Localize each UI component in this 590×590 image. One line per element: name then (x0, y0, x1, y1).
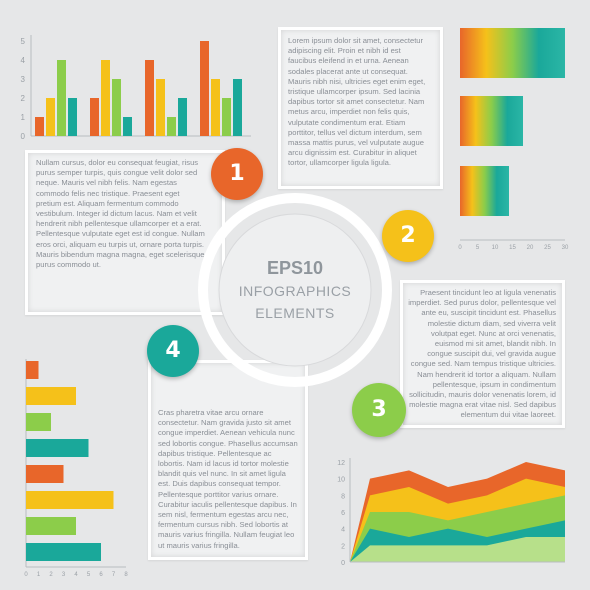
x-tick-label: 3 (62, 572, 66, 578)
y-tick-label: 4 (21, 56, 26, 65)
badge-2: 2 (382, 210, 434, 262)
bar (26, 413, 51, 431)
y-tick-label: 10 (337, 477, 345, 484)
x-tick-label: 15 (509, 245, 516, 250)
x-tick-label: 10 (492, 245, 499, 250)
x-tick-label: 30 (562, 245, 569, 250)
bar (35, 117, 44, 136)
center-subtitle-line2: ELEMENTS (255, 305, 335, 321)
bar (26, 543, 101, 561)
y-tick-label: 2 (341, 543, 345, 550)
y-tick-label: 5 (21, 37, 26, 46)
bar (112, 79, 121, 136)
y-tick-label: 12 (337, 460, 345, 467)
panel-block1 (25, 150, 225, 315)
y-tick-label: 3 (21, 75, 26, 84)
y-tick-label: 6 (341, 510, 345, 517)
badge-4: 4 (147, 325, 199, 377)
x-tick-label: 1 (37, 572, 41, 578)
center-subtitle-line1: INFOGRAPHICS (238, 283, 352, 299)
bar (123, 117, 132, 136)
text-block3: Praesent tincidunt leo at ligula venenat… (408, 288, 556, 420)
badge-1: 1 (211, 148, 263, 200)
x-tick-label: 7 (112, 572, 116, 578)
chart-area: 0 2 4 6 8 10 12 (337, 458, 565, 567)
badge-3: 3 (352, 383, 406, 437)
x-tick-label: 5 (87, 572, 91, 578)
x-tick-label: 20 (527, 245, 534, 250)
bar (26, 439, 89, 457)
text-block2: Lorem ipsum dolor sit amet, consectetur … (288, 36, 426, 168)
bar (156, 79, 165, 136)
x-tick-label: 6 (99, 572, 103, 578)
bar (200, 41, 209, 136)
chart-horizontal-bars: 0 1 2 3 4 5 6 7 8 (24, 359, 128, 578)
bar (68, 98, 77, 136)
bar (26, 491, 114, 509)
bar (233, 79, 242, 136)
chart-vertical-bars: 0 1 2 3 4 5 (21, 35, 251, 141)
x-tick-label: 25 (544, 245, 551, 250)
x-tick-label: 5 (476, 245, 480, 250)
panel-block4 (148, 360, 308, 560)
panel-block2 (278, 27, 443, 189)
x-tick-label: 0 (458, 245, 462, 250)
bar (222, 98, 231, 136)
text-block1: Nullam cursus, dolor eu consequat feugia… (36, 158, 205, 270)
bar (178, 98, 187, 136)
y-tick-label: 4 (341, 527, 345, 534)
x-tick-label: 0 (24, 572, 28, 578)
x-tick-label: 4 (74, 572, 78, 578)
bar (90, 98, 99, 136)
panel-block3 (400, 280, 565, 428)
bar (460, 28, 565, 78)
bar (460, 96, 523, 146)
bar (26, 387, 76, 405)
y-tick-label: 0 (341, 560, 345, 567)
y-tick-label: 2 (21, 94, 26, 103)
y-tick-label: 1 (21, 113, 26, 122)
bar (145, 60, 154, 136)
bar (26, 517, 76, 535)
bar (101, 60, 110, 136)
bar (46, 98, 55, 136)
bar (57, 60, 66, 136)
bar (211, 79, 220, 136)
bar (26, 361, 39, 379)
y-tick-label: 0 (21, 132, 26, 141)
area-series (350, 537, 565, 562)
y-tick-label: 8 (341, 493, 345, 500)
center-title: EPS10 (266, 258, 324, 278)
x-tick-label: 8 (124, 572, 128, 578)
x-tick-label: 2 (49, 572, 53, 578)
bar (460, 166, 509, 216)
text-block4: Cras pharetra vitae arcu ornare consecte… (158, 408, 298, 550)
chart-horizontal-bars-gradient: 0 5 10 15 20 25 30 (458, 28, 569, 250)
bar (167, 117, 176, 136)
bar (26, 465, 64, 483)
